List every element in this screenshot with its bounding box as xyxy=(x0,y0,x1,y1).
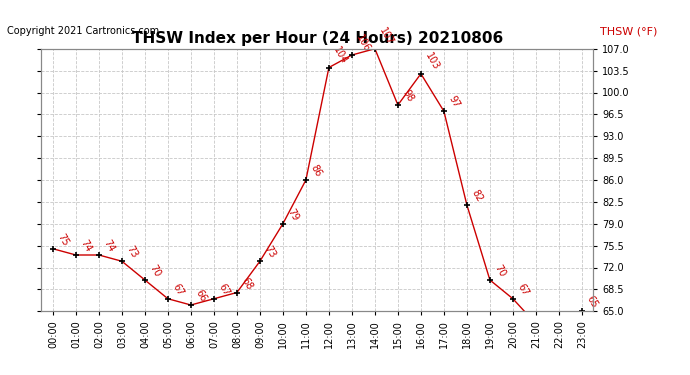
Text: 74: 74 xyxy=(101,238,117,254)
Text: 67: 67 xyxy=(515,282,531,297)
Text: 67: 67 xyxy=(217,282,232,297)
Text: 79: 79 xyxy=(286,207,301,222)
Text: 103: 103 xyxy=(424,51,442,72)
Text: 82: 82 xyxy=(470,188,484,204)
Text: 98: 98 xyxy=(401,88,415,104)
Text: 107: 107 xyxy=(377,26,395,47)
Text: 73: 73 xyxy=(125,244,139,260)
Text: Copyright 2021 Cartronics.com: Copyright 2021 Cartronics.com xyxy=(7,26,159,36)
Text: 67: 67 xyxy=(170,282,186,297)
Text: 73: 73 xyxy=(263,244,277,260)
Text: 63: 63 xyxy=(0,374,1,375)
Text: 74: 74 xyxy=(79,238,94,254)
Text: 65: 65 xyxy=(584,294,600,310)
Text: 68: 68 xyxy=(239,276,255,291)
Text: 104: 104 xyxy=(332,45,350,66)
Title: THSW Index per Hour (24 Hours) 20210806: THSW Index per Hour (24 Hours) 20210806 xyxy=(132,31,503,46)
Text: 86: 86 xyxy=(308,163,324,178)
Text: 106: 106 xyxy=(355,33,373,54)
Text: 70: 70 xyxy=(148,263,163,279)
Text: THSW (°F): THSW (°F) xyxy=(600,26,658,36)
Text: 97: 97 xyxy=(446,94,462,110)
Text: 66: 66 xyxy=(194,288,208,304)
Text: 75: 75 xyxy=(56,231,70,248)
Text: 63: 63 xyxy=(0,374,1,375)
Text: 70: 70 xyxy=(493,263,508,279)
